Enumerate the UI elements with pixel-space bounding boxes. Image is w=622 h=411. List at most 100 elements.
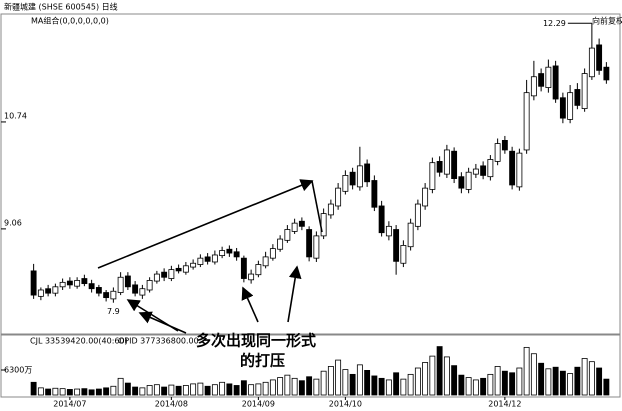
volume-bar bbox=[284, 374, 291, 396]
marks: 9.06 10.74 6300万 2014/07 2014/08 2014/09 2014/… bbox=[1, 19, 610, 409]
candle-body bbox=[480, 165, 487, 176]
candle-body bbox=[385, 225, 392, 237]
candle-body bbox=[451, 150, 458, 179]
volume-bar bbox=[45, 388, 52, 396]
candle-body bbox=[429, 162, 436, 190]
x-tick-label: 2014/09 bbox=[242, 400, 275, 409]
volume-bar bbox=[95, 388, 102, 396]
candle-body bbox=[204, 256, 211, 262]
candle-body bbox=[581, 73, 588, 109]
y-tick-label: 10.74 bbox=[4, 111, 27, 120]
volume-bar bbox=[313, 378, 320, 396]
candle-body bbox=[175, 267, 182, 272]
candle-body bbox=[552, 65, 559, 100]
volume-bar bbox=[400, 378, 407, 396]
volume-bar bbox=[422, 362, 429, 396]
annotation: 多次出现同一形式 bbox=[196, 332, 316, 350]
candle-body bbox=[509, 150, 516, 186]
candle-body bbox=[327, 203, 334, 216]
candle-body bbox=[472, 168, 479, 175]
candle-body bbox=[197, 257, 204, 265]
volume-bar bbox=[364, 369, 371, 396]
volume-bar bbox=[139, 387, 146, 396]
arrow bbox=[287, 265, 302, 323]
candle-body bbox=[30, 270, 37, 296]
candle-body bbox=[567, 92, 574, 120]
volume-bar bbox=[523, 346, 530, 396]
price-panel bbox=[0, 13, 621, 335]
volume-bar bbox=[146, 385, 153, 396]
candle-body bbox=[516, 152, 523, 188]
trend-line bbox=[97, 179, 314, 269]
candle-body bbox=[219, 250, 226, 257]
candle-body bbox=[59, 281, 66, 288]
candle-body bbox=[95, 287, 102, 294]
volume-bar bbox=[226, 383, 233, 396]
candle-body bbox=[52, 286, 59, 294]
candle-body bbox=[523, 92, 530, 151]
volume-bar bbox=[487, 373, 494, 396]
candle-body bbox=[356, 165, 363, 188]
candle-body bbox=[146, 280, 153, 291]
volume-bar bbox=[52, 387, 59, 396]
candle-body bbox=[255, 264, 262, 276]
candle-body bbox=[349, 171, 356, 186]
volume-bar bbox=[30, 381, 37, 396]
candle-body bbox=[153, 273, 160, 282]
candle-body bbox=[132, 284, 139, 294]
volume-bar bbox=[385, 379, 392, 396]
volume-tick-label: 6300万 bbox=[4, 366, 32, 375]
candle-body bbox=[298, 220, 305, 227]
volume-bar bbox=[277, 377, 284, 396]
volume-bar bbox=[306, 376, 313, 396]
candle-body bbox=[603, 66, 610, 81]
candle-body bbox=[487, 159, 494, 178]
candle-body bbox=[538, 73, 545, 87]
volume-bar bbox=[494, 366, 501, 396]
candle-body bbox=[530, 76, 537, 97]
candle-body bbox=[407, 222, 414, 248]
volume-bar bbox=[335, 359, 342, 396]
volume-bar bbox=[248, 384, 255, 396]
candle-body bbox=[545, 66, 552, 88]
volume-bar bbox=[59, 388, 66, 396]
candle-body bbox=[559, 97, 566, 119]
volume-bar bbox=[588, 361, 595, 396]
arrow bbox=[138, 311, 187, 334]
candle-body bbox=[320, 213, 327, 237]
volume-bar bbox=[480, 377, 487, 396]
low-label: 7.9 bbox=[107, 307, 120, 316]
volume-bar bbox=[291, 377, 298, 396]
arrow bbox=[241, 286, 259, 323]
volume-bar bbox=[110, 385, 117, 396]
volume-bar bbox=[538, 362, 545, 396]
candle-body bbox=[269, 248, 276, 259]
candle-body bbox=[211, 254, 218, 263]
candle-body bbox=[588, 47, 595, 78]
volume-bar bbox=[175, 385, 182, 396]
volume-bar bbox=[233, 385, 240, 396]
volume-bar bbox=[161, 386, 168, 396]
volume-bar bbox=[530, 353, 537, 396]
x-tick-label: 2014/07 bbox=[53, 400, 86, 409]
candle-body bbox=[117, 276, 124, 293]
candle-body bbox=[124, 275, 131, 288]
candle-body bbox=[335, 187, 342, 207]
candle-body bbox=[291, 222, 298, 232]
volume-bar bbox=[124, 382, 131, 396]
volume-bar bbox=[436, 346, 443, 396]
volume-bar bbox=[465, 377, 472, 396]
volume-bar bbox=[378, 377, 385, 396]
volume-bar bbox=[153, 384, 160, 396]
volume-bar bbox=[262, 381, 269, 396]
volume-bar bbox=[190, 383, 197, 396]
volume-bar bbox=[269, 379, 276, 396]
volume-panel bbox=[0, 334, 621, 398]
volume-bar bbox=[197, 382, 204, 396]
candle-body bbox=[371, 180, 378, 208]
candle-body bbox=[313, 235, 320, 259]
candle-body bbox=[190, 262, 197, 268]
candle-body bbox=[110, 290, 117, 300]
candle-body bbox=[596, 44, 603, 71]
